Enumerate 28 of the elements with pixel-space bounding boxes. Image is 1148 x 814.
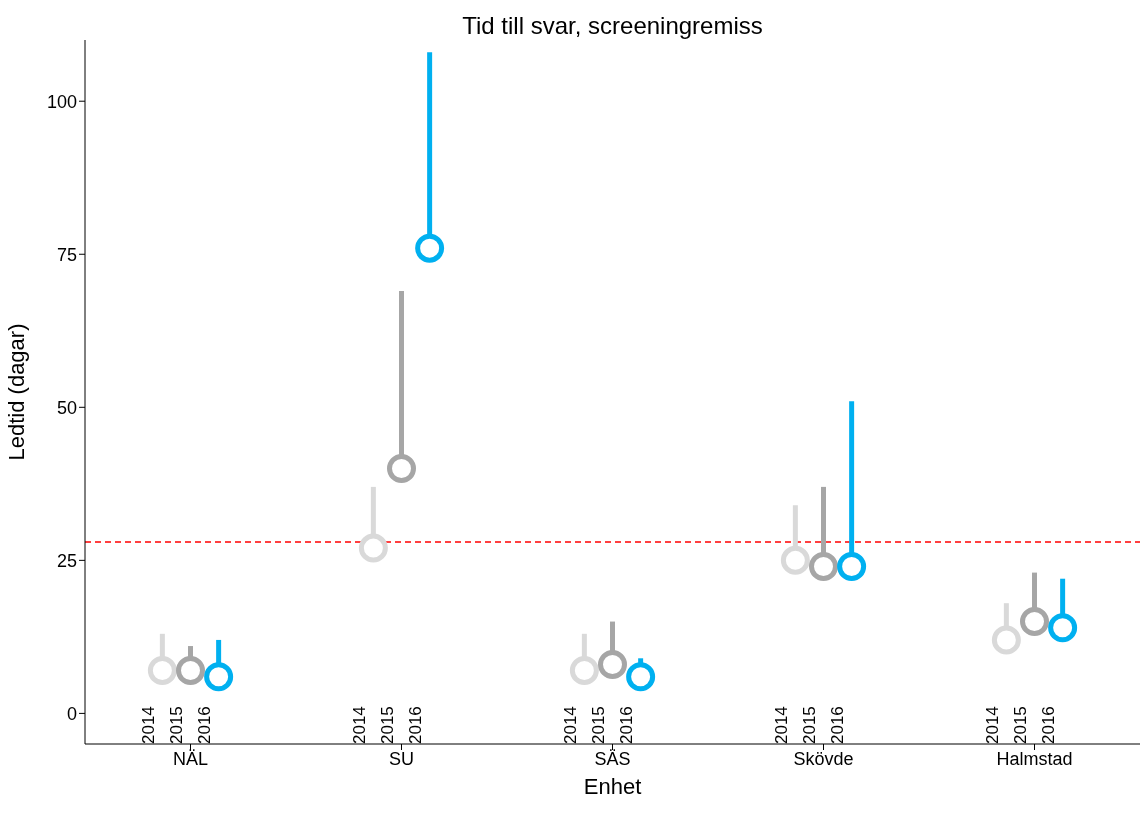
y-tick-label: 50 bbox=[56, 397, 77, 418]
text: 2015 bbox=[589, 706, 608, 744]
text: 2014 bbox=[349, 706, 369, 744]
y-tick-label: 100 bbox=[46, 91, 77, 112]
x-axis-title: Enhet bbox=[583, 774, 642, 799]
text: 2015 bbox=[1011, 706, 1030, 744]
x-tick-label: NÄL bbox=[172, 748, 209, 769]
y-tick-label: 0 bbox=[66, 703, 77, 724]
text: 2014 bbox=[138, 706, 158, 744]
x-tick-label: Skövde bbox=[793, 748, 854, 769]
text: 2014 bbox=[560, 706, 580, 744]
text: 2016 bbox=[1039, 706, 1059, 744]
x-tick-label: SU bbox=[388, 748, 415, 769]
chart-title: Tid till svar, screeningremiss bbox=[461, 12, 764, 40]
y-axis-title: Ledtid (dagar) bbox=[3, 323, 29, 461]
y-tick-label: 75 bbox=[56, 244, 77, 265]
text: 2016 bbox=[617, 706, 637, 744]
x-tick-label: SÄS bbox=[594, 748, 631, 769]
text: 2016 bbox=[828, 706, 848, 744]
text: 2014 bbox=[771, 706, 791, 744]
text: 2016 bbox=[195, 706, 215, 744]
text: 2016 bbox=[406, 706, 426, 744]
x-tick-label: Halmstad bbox=[996, 748, 1073, 769]
text: 2014 bbox=[982, 706, 1002, 744]
text: 2015 bbox=[800, 706, 819, 744]
y-tick-label: 25 bbox=[56, 550, 77, 571]
text: 2015 bbox=[167, 706, 186, 744]
text: 2015 bbox=[378, 706, 397, 744]
